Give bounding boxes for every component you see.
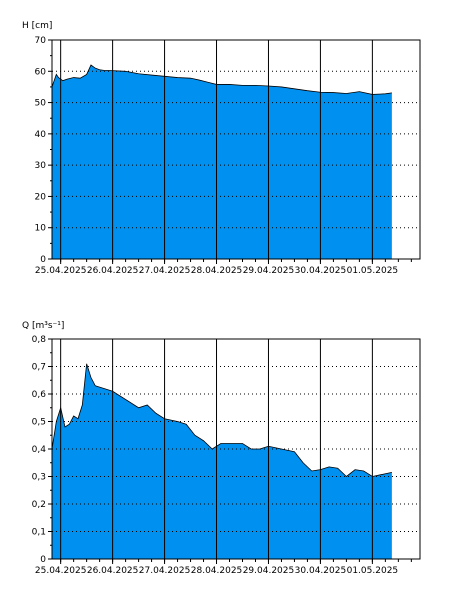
- y-tick-label: 0,4: [32, 445, 47, 455]
- y-tick-label: 60: [35, 67, 47, 77]
- x-tick-label: 27.04.2025: [139, 566, 191, 576]
- y-axis-label: H [cm]: [22, 21, 52, 31]
- x-tick-label: 28.04.2025: [191, 566, 243, 576]
- y-tick-label: 0: [40, 555, 46, 565]
- y-tick-label: 70: [35, 36, 47, 46]
- discharge-chart: Q [m³s⁻¹] 0 0,1 0,2 0,3 0,4 0,5 0,6 0,7 0,8 25.04.…: [22, 321, 421, 576]
- y-tick-label: 0,8: [32, 335, 47, 345]
- y-tick-label: 0,5: [32, 418, 46, 428]
- y-tick-label: 0,2: [32, 500, 46, 510]
- series-line: [51, 363, 392, 478]
- x-tick-label: 27.04.2025: [139, 266, 191, 276]
- y-tick-label: 0,6: [32, 390, 47, 400]
- y-tick-label: 0,1: [32, 528, 46, 538]
- series-area: [52, 65, 392, 259]
- y-tick-label: 0,7: [32, 363, 46, 373]
- y-tick-label: 10: [35, 224, 47, 234]
- x-tick-label: 29.04.2025: [243, 566, 295, 576]
- x-tick-label: 26.04.2025: [87, 266, 139, 276]
- y-tick-label: 30: [35, 161, 47, 171]
- x-tick-label: 29.04.2025: [243, 266, 295, 276]
- x-tick-label: 30.04.2025: [295, 566, 347, 576]
- plot-frame: [51, 338, 421, 560]
- x-tick-label: 26.04.2025: [87, 566, 139, 576]
- y-tick-label: 0,3: [32, 473, 46, 483]
- x-tick-label: 25.04.2025: [35, 266, 87, 276]
- y-axis-label: Q [m³s⁻¹]: [22, 321, 64, 331]
- x-tick-label: 30.04.2025: [295, 266, 347, 276]
- x-tick-label: 01.05.2025: [347, 566, 399, 576]
- y-tick-label: 50: [35, 99, 47, 109]
- y-tick-label: 20: [35, 192, 47, 202]
- x-tick-label: 25.04.2025: [35, 566, 87, 576]
- x-tick-label: 01.05.2025: [347, 266, 399, 276]
- y-tick-label: 40: [35, 130, 47, 140]
- x-tick-label: 28.04.2025: [191, 266, 243, 276]
- y-tick-label: 0: [40, 255, 46, 265]
- water-level-chart: H [cm] 0 10 20 30 40 50 60 70 25.04.2025 26.04.202…: [22, 21, 421, 276]
- plot-frame: [51, 39, 421, 260]
- series-area: [52, 363, 392, 559]
